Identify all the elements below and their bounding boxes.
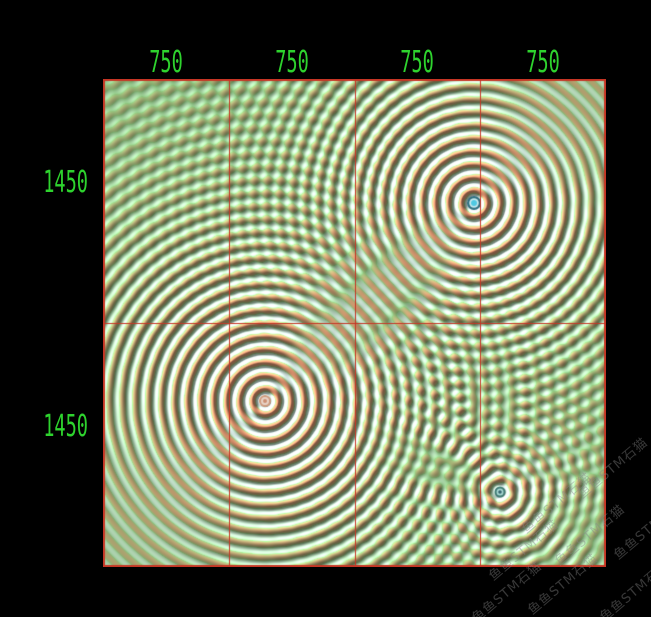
x-axis-tick-label: 750	[400, 45, 435, 80]
y-axis-tick-label: 1450	[43, 409, 88, 444]
x-axis-tick-label: 750	[274, 45, 309, 80]
x-axis-tick-label: 750	[149, 45, 183, 80]
scan-image-area	[103, 79, 606, 567]
x-axis-tick-label: 750	[526, 45, 560, 80]
ripple-field-canvas	[103, 79, 606, 567]
y-axis-tick-label: 1450	[43, 165, 88, 200]
